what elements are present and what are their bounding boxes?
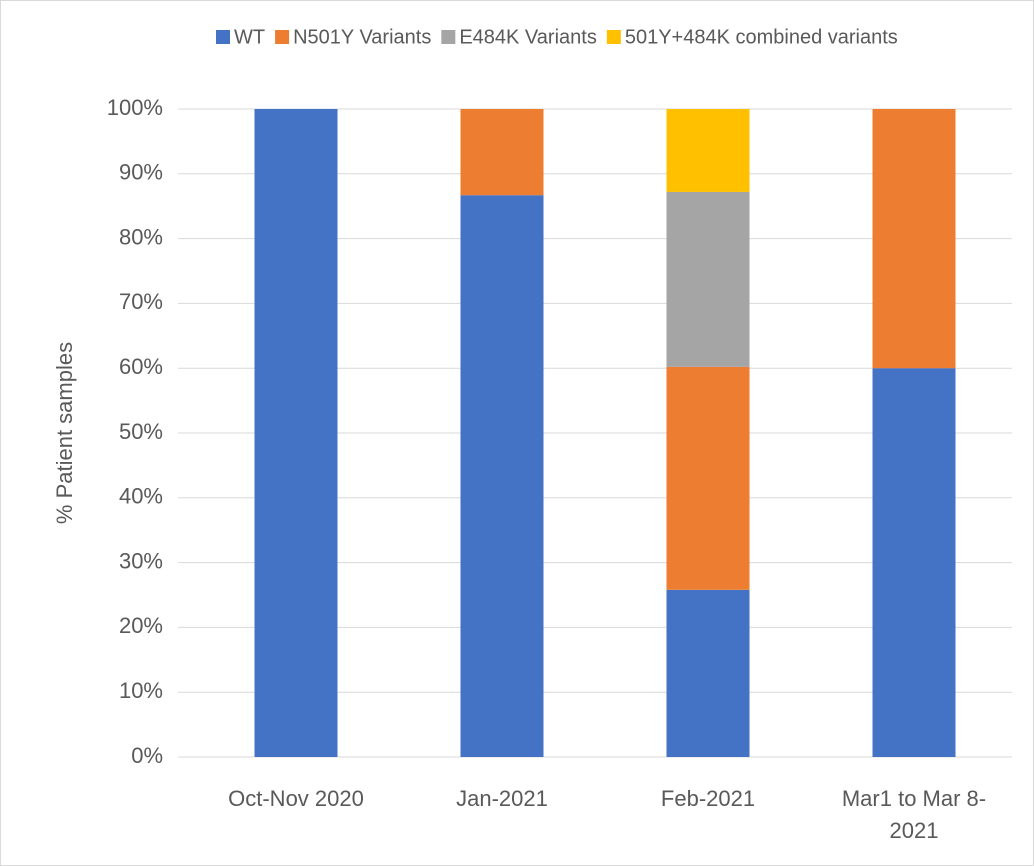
x-tick-label: Jan-2021 [456,786,548,811]
y-axis-title: % Patient samples [52,342,77,524]
y-tick-label: 0% [131,743,163,768]
y-tick-label: 70% [119,289,163,314]
y-tick-label: 80% [119,224,163,249]
legend-swatch [441,30,456,44]
legend-swatch [606,30,621,44]
y-tick-label: 90% [119,160,163,185]
bar-segment [254,109,338,757]
y-tick-label: 20% [119,613,163,638]
legend-swatch [275,30,290,44]
bar-segment [666,109,750,192]
bar-segment [460,195,544,757]
bar-segment [872,109,956,369]
x-tick-label: Feb-2021 [660,786,756,811]
bar-segment [872,368,956,757]
legend-label: WT [234,26,265,48]
legend-swatch [216,30,230,44]
legend-label: E484K Variants [459,26,597,48]
y-tick-label: 100% [107,95,163,120]
bar-segment [666,366,750,590]
y-tick-label: 60% [119,354,163,379]
legend-label: 501Y+484K combined variants [625,26,898,48]
y-tick-label: 50% [119,419,163,444]
y-tick-label: 10% [119,678,163,703]
legend-label: N501Y Variants [293,26,431,48]
bar-segment [666,191,750,367]
x-tick-label: Mar1 to Mar 8-2021 [841,786,987,843]
bar-segment [666,589,750,757]
y-tick-label: 30% [119,548,163,573]
bar-segment [460,109,544,196]
x-tick-label: Oct-Nov 2020 [228,786,364,811]
y-tick-label: 40% [119,484,163,509]
